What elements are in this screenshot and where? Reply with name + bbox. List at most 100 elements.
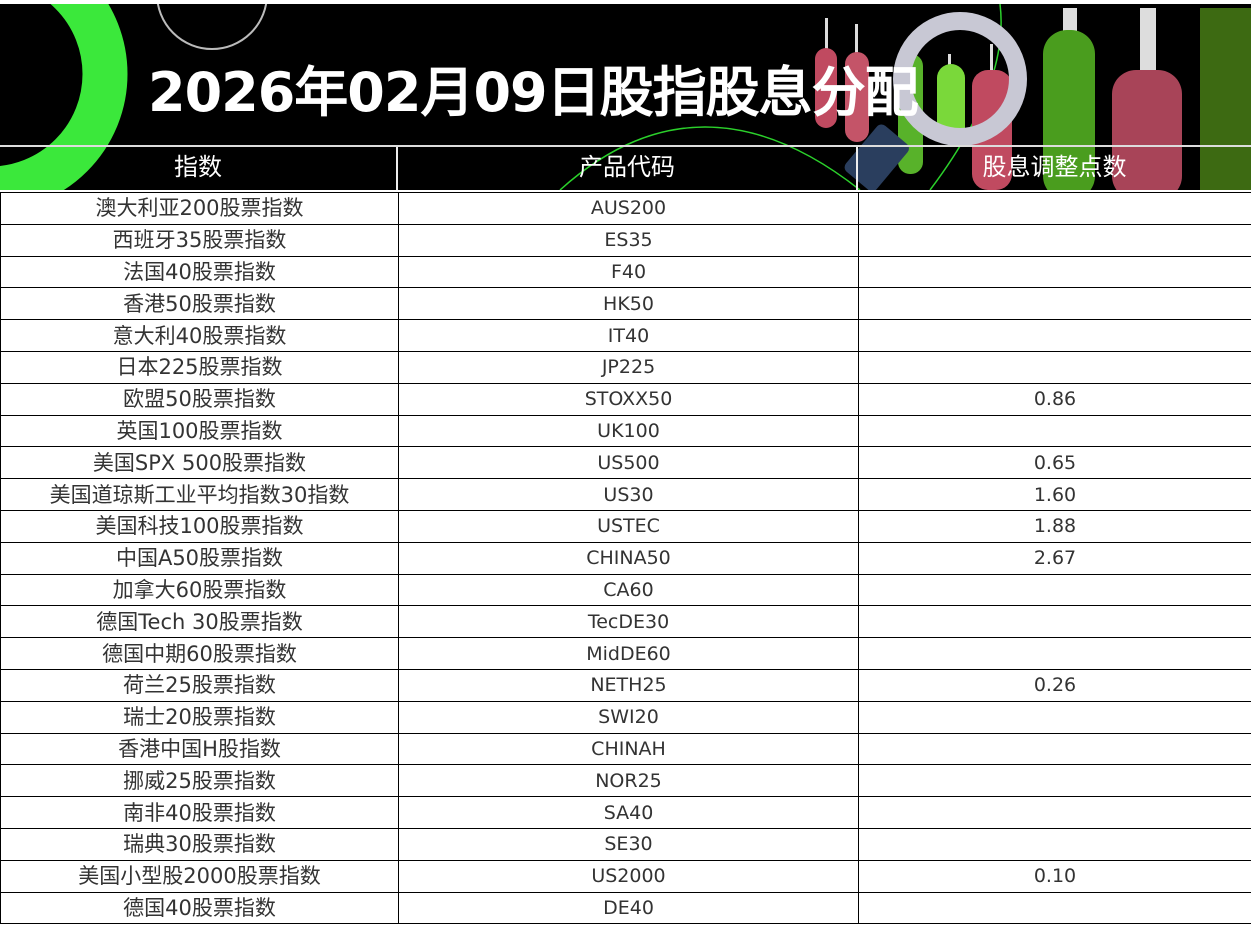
dividend-points-cell	[858, 637, 1251, 670]
index-name-cell: 法国40股票指数	[0, 255, 399, 289]
product-code-cell: SWI20	[398, 700, 859, 734]
dividend-points-cell	[858, 192, 1251, 225]
index-name-cell: 德国中期60股票指数	[0, 637, 399, 670]
product-code-cell: MidDE60	[398, 637, 859, 670]
column-header-index: 指数	[0, 147, 398, 190]
table-row: 加拿大60股票指数 CA60	[0, 573, 1251, 607]
product-code-cell: NOR25	[398, 764, 859, 798]
table-row: 法国40股票指数 F40	[0, 255, 1251, 289]
table-row: 香港50股票指数 HK50	[0, 287, 1251, 321]
product-code-cell: UK100	[398, 414, 859, 448]
dividend-table: 澳大利亚200股票指数 AUS200 西班牙35股票指数 ES35 法国40股票指数 F4…	[0, 192, 1251, 925]
index-name-cell: 美国科技100股票指数	[0, 509, 399, 543]
table-row: 德国40股票指数 DE40	[0, 891, 1251, 925]
index-name-cell: 西班牙35股票指数	[0, 223, 399, 257]
dividend-points-cell	[858, 287, 1251, 321]
product-code-cell: US30	[398, 478, 859, 511]
product-code-cell: NETH25	[398, 668, 859, 702]
table-row: 美国小型股2000股票指数 US2000 0.10	[0, 859, 1251, 893]
index-name-cell: 意大利40股票指数	[0, 319, 399, 352]
table-row: 意大利40股票指数 IT40	[0, 319, 1251, 352]
index-name-cell: 荷兰25股票指数	[0, 668, 399, 702]
table-row: 欧盟50股票指数 STOXX50 0.86	[0, 382, 1251, 416]
dividend-points-cell: 0.65	[858, 446, 1251, 480]
product-code-cell: IT40	[398, 319, 859, 352]
index-name-cell: 中国A50股票指数	[0, 541, 399, 575]
product-code-cell: SA40	[398, 796, 859, 829]
table-row: 美国道琼斯工业平均指数30指数 US30 1.60	[0, 478, 1251, 511]
dividend-points-cell	[858, 605, 1251, 639]
dividend-points-cell	[858, 319, 1251, 352]
table-row: 香港中国H股指数 CHINAH	[0, 732, 1251, 766]
product-code-cell: US2000	[398, 859, 859, 893]
table-row: 澳大利亚200股票指数 AUS200	[0, 192, 1251, 225]
index-name-cell: 挪威25股票指数	[0, 764, 399, 798]
product-code-cell: USTEC	[398, 509, 859, 543]
index-name-cell: 加拿大60股票指数	[0, 573, 399, 607]
table-row: 中国A50股票指数 CHINA50 2.67	[0, 541, 1251, 575]
table-row: 美国SPX 500股票指数 US500 0.65	[0, 446, 1251, 480]
candlestick-decoration	[0, 4, 1251, 190]
product-code-cell: CA60	[398, 573, 859, 607]
product-code-cell: CHINA50	[398, 541, 859, 575]
index-name-cell: 澳大利亚200股票指数	[0, 192, 399, 225]
product-code-cell: DE40	[398, 891, 859, 925]
index-name-cell: 德国Tech 30股票指数	[0, 605, 399, 639]
index-name-cell: 香港中国H股指数	[0, 732, 399, 766]
dividend-points-cell: 0.10	[858, 859, 1251, 893]
table-row: 德国Tech 30股票指数 TecDE30	[0, 605, 1251, 639]
dividend-points-cell	[858, 414, 1251, 448]
table-row: 美国科技100股票指数 USTEC 1.88	[0, 509, 1251, 543]
table-row: 南非40股票指数 SA40	[0, 796, 1251, 829]
dividend-points-cell	[858, 764, 1251, 798]
dividend-points-cell	[858, 796, 1251, 829]
table-row: 瑞士20股票指数 SWI20	[0, 700, 1251, 734]
product-code-cell: CHINAH	[398, 732, 859, 766]
index-name-cell: 日本225股票指数	[0, 350, 399, 384]
index-name-cell: 美国小型股2000股票指数	[0, 859, 399, 893]
table-row: 德国中期60股票指数 MidDE60	[0, 637, 1251, 670]
product-code-cell: F40	[398, 255, 859, 289]
product-code-cell: ES35	[398, 223, 859, 257]
dividend-points-cell	[858, 223, 1251, 257]
index-name-cell: 瑞士20股票指数	[0, 700, 399, 734]
table-row: 西班牙35股票指数 ES35	[0, 223, 1251, 257]
dividend-points-cell	[858, 732, 1251, 766]
dividend-points-cell	[858, 891, 1251, 925]
index-name-cell: 欧盟50股票指数	[0, 382, 399, 416]
dividend-points-cell	[858, 827, 1251, 861]
table-row: 瑞典30股票指数 SE30	[0, 827, 1251, 861]
index-name-cell: 英国100股票指数	[0, 414, 399, 448]
index-name-cell: 美国道琼斯工业平均指数30指数	[0, 478, 399, 511]
column-header-points: 股息调整点数	[982, 153, 1127, 181]
dividend-points-cell: 1.60	[858, 478, 1251, 511]
index-name-cell: 南非40股票指数	[0, 796, 399, 829]
index-name-cell: 德国40股票指数	[0, 891, 399, 925]
table-row: 英国100股票指数 UK100	[0, 414, 1251, 448]
index-name-cell: 瑞典30股票指数	[0, 827, 399, 861]
product-code-cell: STOXX50	[398, 382, 859, 416]
dividend-points-cell: 1.88	[858, 509, 1251, 543]
page-title: 2026年02月09日股指股息分配	[148, 61, 919, 124]
product-code-cell: SE30	[398, 827, 859, 861]
product-code-cell: AUS200	[398, 192, 859, 225]
dividend-points-cell: 2.67	[858, 541, 1251, 575]
column-header-code: 产品代码	[398, 147, 858, 190]
product-code-cell: TecDE30	[398, 605, 859, 639]
dividend-points-cell	[858, 573, 1251, 607]
product-code-cell: HK50	[398, 287, 859, 321]
dividend-points-cell	[858, 255, 1251, 289]
dividend-points-cell	[858, 700, 1251, 734]
dividend-points-cell: 0.26	[858, 668, 1251, 702]
table-row: 荷兰25股票指数 NETH25 0.26	[0, 668, 1251, 702]
index-name-cell: 香港50股票指数	[0, 287, 399, 321]
dividend-points-cell: 0.86	[858, 382, 1251, 416]
header-banner: 2026年02月09日股指股息分配	[0, 4, 1251, 190]
product-code-cell: US500	[398, 446, 859, 480]
table-row: 挪威25股票指数 NOR25	[0, 764, 1251, 798]
table-header: 指数 产品代码 股息调整点数	[0, 145, 1251, 190]
dividend-points-cell	[858, 350, 1251, 384]
table-row: 日本225股票指数 JP225	[0, 350, 1251, 384]
product-code-cell: JP225	[398, 350, 859, 384]
index-name-cell: 美国SPX 500股票指数	[0, 446, 399, 480]
